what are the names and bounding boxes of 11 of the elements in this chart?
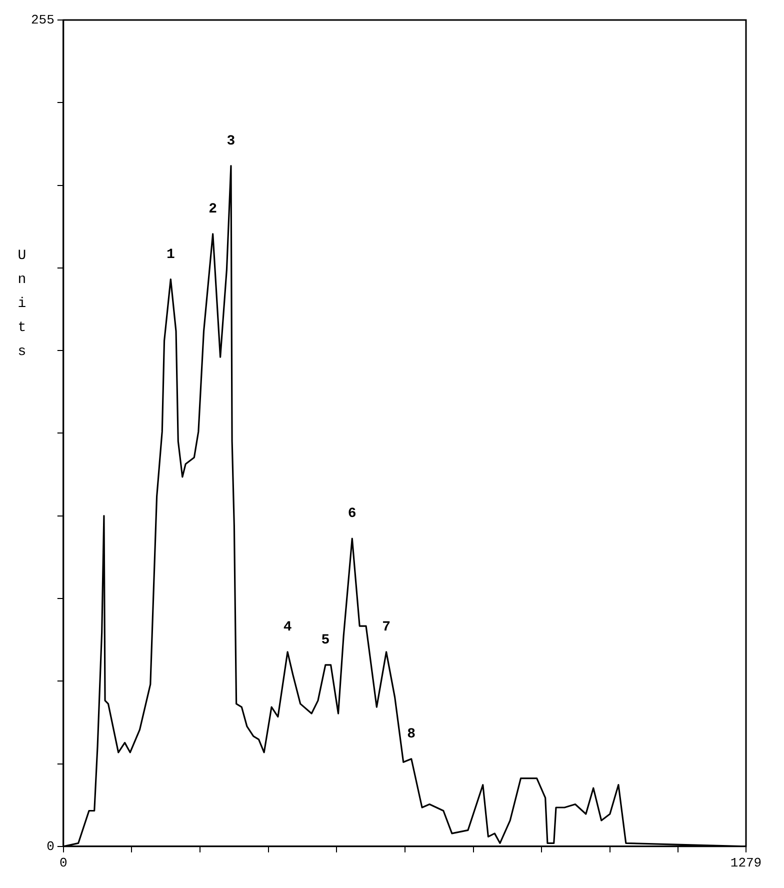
annotation: 1 [166,246,175,263]
y-axis-title: Units [14,248,30,368]
annotation: 5 [321,632,330,648]
annotation: 8 [407,726,416,742]
annotation: 4 [283,619,292,636]
x-tick-label: 1279 [730,856,762,871]
annotation: 3 [226,133,236,150]
annotation: 6 [348,506,356,522]
y-tick-label: 255 [31,12,54,28]
annotation: 2 [208,201,218,218]
annotation: 7 [382,619,390,636]
